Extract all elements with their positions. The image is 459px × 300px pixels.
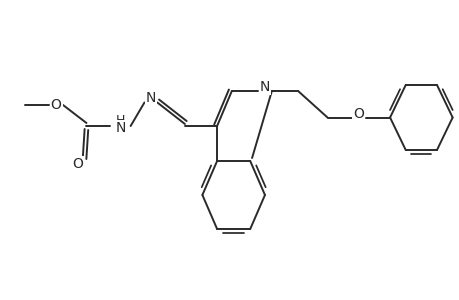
Text: O: O (353, 106, 364, 121)
Text: O: O (50, 98, 62, 112)
Text: N: N (115, 122, 125, 136)
Text: N: N (259, 80, 269, 94)
Text: O: O (72, 157, 83, 171)
Text: H: H (116, 113, 125, 127)
Text: N: N (146, 91, 156, 104)
